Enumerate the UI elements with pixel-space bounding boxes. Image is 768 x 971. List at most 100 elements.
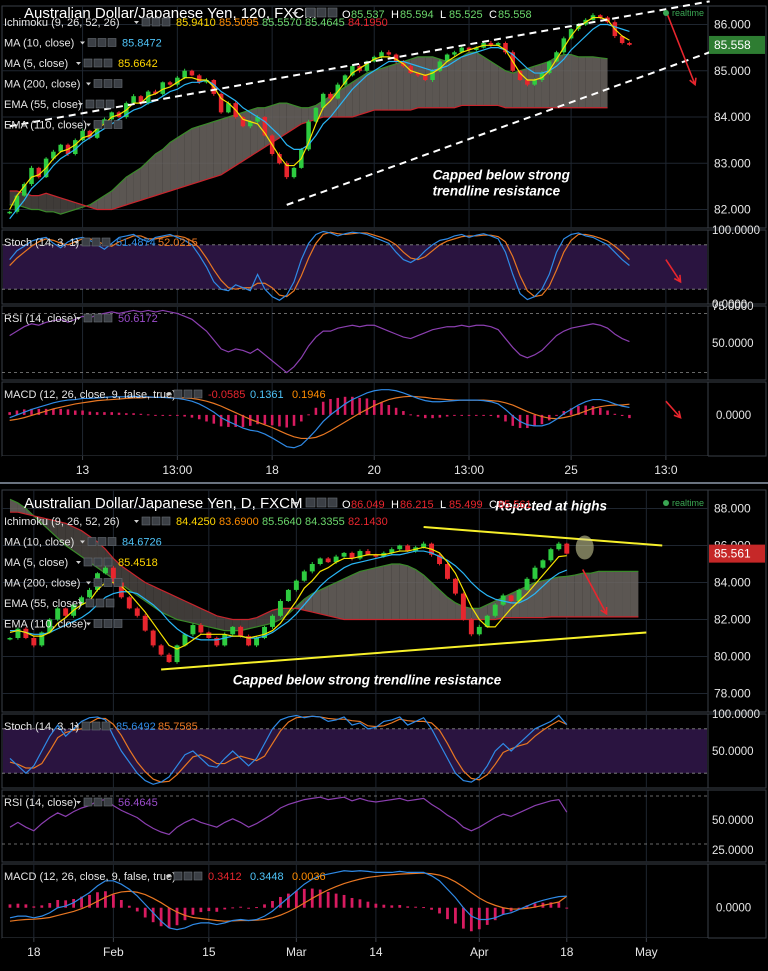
- close-icon[interactable]: [103, 797, 113, 807]
- legend-label[interactable]: EMA (55, close): [4, 99, 82, 111]
- stoch-indicator-label[interactable]: Stoch (14, 3, 1): [4, 721, 79, 733]
- settings-icon[interactable]: [183, 871, 193, 881]
- close-icon[interactable]: [113, 120, 123, 129]
- settings-icon[interactable]: [91, 721, 101, 731]
- chevron-down-icon[interactable]: [76, 317, 81, 320]
- eye-icon[interactable]: [81, 237, 91, 247]
- settings-icon[interactable]: [97, 38, 107, 47]
- chevron-down-icon[interactable]: [76, 561, 81, 564]
- chevron-down-icon[interactable]: [76, 801, 81, 804]
- eye-icon[interactable]: [87, 537, 97, 546]
- close-icon[interactable]: [103, 557, 113, 567]
- legend-label[interactable]: MA (5, close): [4, 557, 68, 569]
- settings-icon[interactable]: [151, 516, 161, 526]
- rsi-indicator-label[interactable]: RSI (14, close): [4, 313, 77, 325]
- settings-icon[interactable]: [103, 619, 113, 628]
- chevron-down-icon[interactable]: [80, 41, 85, 45]
- legend-label[interactable]: Ichimoku (9, 26, 52, 26): [4, 17, 120, 29]
- legend-label[interactable]: EMA (55, close): [4, 598, 82, 610]
- chevron-down-icon[interactable]: [74, 725, 79, 728]
- close-icon[interactable]: [107, 537, 117, 546]
- close-icon[interactable]: [103, 313, 113, 323]
- eye-icon[interactable]: [83, 797, 93, 807]
- eye-icon[interactable]: [85, 99, 95, 109]
- eye-icon[interactable]: [87, 38, 97, 47]
- eye-icon[interactable]: [93, 120, 103, 129]
- settings-icon[interactable]: [97, 537, 107, 546]
- eye-icon[interactable]: [93, 578, 103, 587]
- chevron-down-icon[interactable]: [166, 875, 171, 878]
- settings-icon[interactable]: [151, 17, 161, 27]
- eye-icon[interactable]: [83, 557, 93, 567]
- eye-icon[interactable]: [93, 619, 103, 628]
- chevron-down-icon[interactable]: [86, 82, 91, 86]
- close-icon[interactable]: [327, 497, 338, 508]
- close-icon[interactable]: [103, 58, 113, 68]
- close-icon[interactable]: [113, 578, 123, 587]
- settings-icon[interactable]: [95, 99, 105, 109]
- settings-icon[interactable]: [91, 237, 101, 247]
- settings-icon[interactable]: [316, 497, 327, 508]
- close-icon[interactable]: [101, 237, 111, 247]
- close-icon[interactable]: [161, 17, 171, 27]
- chevron-down-icon[interactable]: [292, 502, 298, 506]
- eye-icon[interactable]: [173, 871, 183, 881]
- macd-indicator-label[interactable]: MACD (12, 26, close, 9, false, true): [4, 871, 176, 883]
- eye-icon[interactable]: [141, 516, 151, 526]
- chevron-down-icon[interactable]: [134, 520, 139, 523]
- chevron-down-icon[interactable]: [86, 123, 91, 127]
- chevron-down-icon[interactable]: [86, 622, 91, 626]
- eye-icon[interactable]: [83, 313, 93, 323]
- legend-label[interactable]: MA (10, close): [4, 537, 74, 549]
- settings-icon[interactable]: [183, 389, 193, 399]
- close-icon[interactable]: [113, 79, 123, 88]
- chevron-down-icon[interactable]: [134, 21, 139, 24]
- chevron-down-icon[interactable]: [76, 62, 81, 65]
- stoch-indicator-label[interactable]: Stoch (14, 3, 1): [4, 237, 79, 249]
- settings-icon[interactable]: [103, 79, 113, 88]
- close-icon[interactable]: [193, 389, 203, 399]
- eye-icon[interactable]: [83, 58, 93, 68]
- legend-label[interactable]: MA (200, close): [4, 578, 80, 590]
- chevron-down-icon[interactable]: [74, 241, 79, 244]
- settings-icon[interactable]: [93, 797, 103, 807]
- symbol-title[interactable]: Australian Dollar/Japanese Yen, 120, FXC…: [24, 5, 317, 22]
- settings-icon[interactable]: [103, 578, 113, 587]
- settings-icon[interactable]: [103, 120, 113, 129]
- settings-icon[interactable]: [316, 7, 327, 18]
- chevron-down-icon[interactable]: [80, 540, 85, 544]
- eye-icon[interactable]: [141, 17, 151, 27]
- eye-icon[interactable]: [305, 497, 316, 508]
- close-icon[interactable]: [193, 871, 203, 881]
- chevron-down-icon[interactable]: [166, 393, 171, 396]
- close-icon[interactable]: [101, 721, 111, 731]
- eye-icon[interactable]: [305, 7, 316, 18]
- settings-icon[interactable]: [93, 557, 103, 567]
- settings-icon[interactable]: [95, 598, 105, 608]
- eye-icon[interactable]: [93, 79, 103, 88]
- close-icon[interactable]: [105, 598, 115, 608]
- chevron-down-icon[interactable]: [78, 103, 83, 106]
- chevron-down-icon[interactable]: [292, 12, 298, 16]
- eye-icon[interactable]: [173, 389, 183, 399]
- close-icon[interactable]: [107, 38, 117, 47]
- close-icon[interactable]: [327, 7, 338, 18]
- macd-indicator-label[interactable]: MACD (12, 26, close, 9, false, true): [4, 389, 176, 401]
- legend-label[interactable]: Ichimoku (9, 26, 52, 26): [4, 516, 120, 528]
- symbol-title[interactable]: Australian Dollar/Japanese Yen, D, FXCM: [24, 495, 302, 512]
- settings-icon[interactable]: [93, 313, 103, 323]
- settings-icon[interactable]: [93, 58, 103, 68]
- chevron-down-icon[interactable]: [86, 581, 91, 585]
- legend-label[interactable]: MA (200, close): [4, 79, 80, 91]
- legend-label[interactable]: EMA (110, close): [4, 619, 87, 631]
- chevron-down-icon[interactable]: [78, 602, 83, 605]
- close-icon[interactable]: [105, 99, 115, 109]
- legend-label[interactable]: MA (10, close): [4, 38, 74, 50]
- close-icon[interactable]: [161, 516, 171, 526]
- close-icon[interactable]: [113, 619, 123, 628]
- rsi-indicator-label[interactable]: RSI (14, close): [4, 797, 77, 809]
- legend-label[interactable]: MA (5, close): [4, 58, 68, 70]
- legend-label[interactable]: EMA (110, close): [4, 120, 87, 132]
- eye-icon[interactable]: [81, 721, 91, 731]
- eye-icon[interactable]: [85, 598, 95, 608]
